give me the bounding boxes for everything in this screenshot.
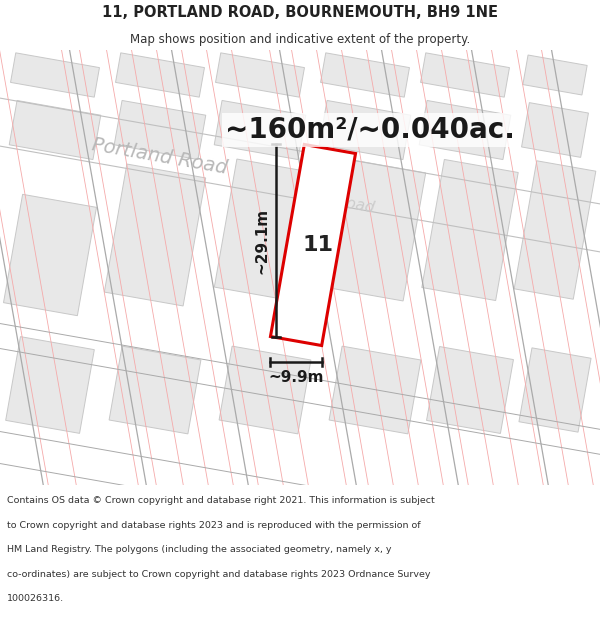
- Polygon shape: [514, 161, 596, 299]
- Polygon shape: [214, 159, 316, 301]
- Polygon shape: [104, 164, 206, 306]
- Polygon shape: [521, 102, 589, 158]
- Polygon shape: [325, 159, 425, 301]
- Polygon shape: [5, 337, 94, 433]
- Text: HM Land Registry. The polygons (including the associated geometry, namely x, y: HM Land Registry. The polygons (includin…: [7, 545, 392, 554]
- Text: ~9.9m: ~9.9m: [268, 370, 324, 385]
- Polygon shape: [329, 346, 421, 434]
- Polygon shape: [422, 159, 518, 301]
- Polygon shape: [523, 55, 587, 95]
- Text: ~29.1m: ~29.1m: [255, 208, 270, 274]
- Text: Road: Road: [335, 194, 376, 216]
- Polygon shape: [421, 53, 509, 97]
- Text: co-ordinates) are subject to Crown copyright and database rights 2023 Ordnance S: co-ordinates) are subject to Crown copyr…: [7, 570, 431, 579]
- Polygon shape: [519, 348, 591, 432]
- Polygon shape: [109, 346, 201, 434]
- Polygon shape: [427, 346, 514, 434]
- Text: 11: 11: [302, 235, 334, 255]
- Polygon shape: [320, 53, 409, 97]
- Polygon shape: [4, 194, 97, 316]
- Text: Contains OS data © Crown copyright and database right 2021. This information is : Contains OS data © Crown copyright and d…: [7, 496, 435, 505]
- Polygon shape: [9, 101, 101, 159]
- Text: ~160m²/~0.040ac.: ~160m²/~0.040ac.: [225, 116, 515, 144]
- Polygon shape: [215, 53, 304, 97]
- Polygon shape: [214, 101, 306, 159]
- Text: Map shows position and indicative extent of the property.: Map shows position and indicative extent…: [130, 34, 470, 46]
- Polygon shape: [114, 101, 206, 159]
- Polygon shape: [219, 346, 311, 434]
- Polygon shape: [271, 144, 356, 346]
- Text: 100026316.: 100026316.: [7, 594, 64, 603]
- Text: Portland Road: Portland Road: [90, 136, 229, 178]
- Polygon shape: [319, 101, 411, 159]
- Polygon shape: [11, 53, 100, 97]
- Polygon shape: [419, 101, 511, 159]
- Polygon shape: [116, 53, 205, 97]
- Text: to Crown copyright and database rights 2023 and is reproduced with the permissio: to Crown copyright and database rights 2…: [7, 521, 421, 530]
- Text: 11, PORTLAND ROAD, BOURNEMOUTH, BH9 1NE: 11, PORTLAND ROAD, BOURNEMOUTH, BH9 1NE: [102, 5, 498, 20]
